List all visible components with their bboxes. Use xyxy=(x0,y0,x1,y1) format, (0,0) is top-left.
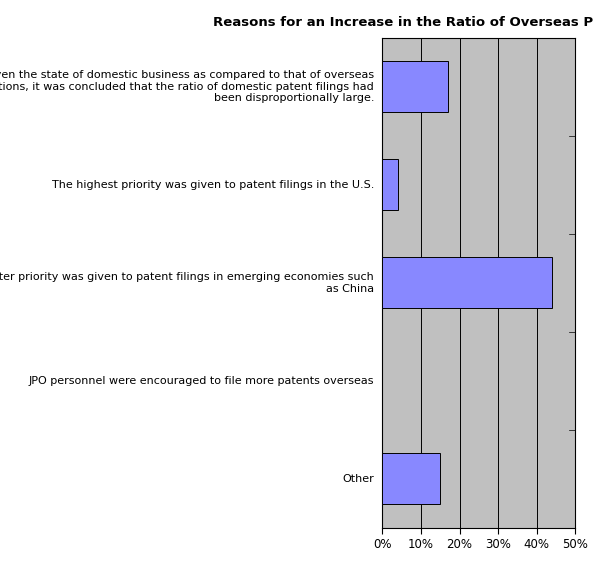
Text: Given the state of domestic business as compared to that of overseas
operations,: Given the state of domestic business as … xyxy=(0,70,374,103)
Text: The highest priority was given to patent filings in the U.S.: The highest priority was given to patent… xyxy=(52,179,374,190)
Text: JPO personnel were encouraged to file more patents overseas: JPO personnel were encouraged to file mo… xyxy=(28,376,374,386)
Title: Reasons for an Increase in the Ratio of Overseas Patent Filings (N=48): Reasons for an Increase in the Ratio of … xyxy=(213,16,593,29)
Bar xyxy=(382,257,552,308)
Text: Greater priority was given to patent filings in emerging economies such
as China: Greater priority was given to patent fil… xyxy=(0,272,374,294)
Text: Other: Other xyxy=(342,474,374,484)
Bar xyxy=(382,159,398,210)
Bar xyxy=(382,454,440,504)
Bar xyxy=(382,61,448,112)
